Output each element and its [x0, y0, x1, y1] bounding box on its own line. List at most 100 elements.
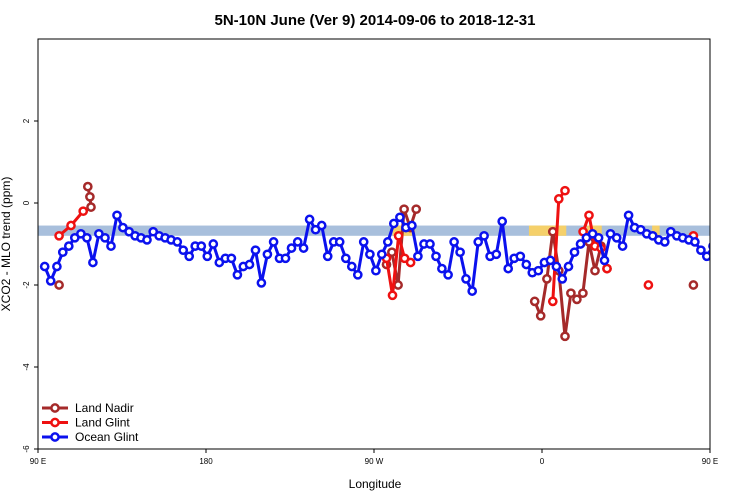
plot-area — [37, 38, 750, 450]
data-point-ocean-glint — [575, 239, 586, 249]
data-point-land-glint — [66, 220, 76, 231]
y-tick-label: -6 — [22, 445, 31, 453]
y-tick-label: 2 — [22, 118, 31, 123]
data-point-ocean-glint — [45, 276, 56, 286]
series-land-glint — [54, 185, 741, 307]
data-point-ocean-glint — [696, 245, 706, 256]
data-point-ocean-glint — [521, 259, 532, 270]
data-point-ocean-glint — [745, 255, 750, 262]
legend-label: Ocean Glint — [75, 430, 139, 444]
data-point-ocean-glint — [515, 251, 526, 262]
data-point-ocean-glint — [569, 247, 580, 258]
data-point-land-nadir — [732, 183, 739, 190]
legend-marker — [50, 403, 60, 413]
land-patch — [528, 225, 567, 236]
data-point-ocean-glint — [280, 253, 291, 264]
data-point-ocean-glint — [623, 210, 634, 221]
y-tick-label: 0 — [22, 200, 31, 205]
chart-title: 5N-10N June (Ver 9) 2014-09-06 to 2018-1… — [214, 12, 535, 29]
data-point-ocean-glint — [503, 263, 514, 274]
data-point-ocean-glint — [545, 255, 556, 266]
legend-item-land-nadir: Land Nadir — [42, 401, 134, 415]
legend-label: Land Glint — [75, 416, 130, 430]
data-point-land-nadir — [86, 202, 96, 212]
data-point-ocean-glint — [268, 237, 279, 247]
data-point-ocean-glint — [106, 241, 116, 251]
data-point-land-glint — [54, 230, 64, 241]
data-point-land-nadir — [566, 288, 576, 299]
data-point-ocean-glint — [292, 237, 303, 247]
x-axis-label: Longitude — [349, 477, 402, 491]
data-point-ocean-glint — [316, 220, 327, 231]
data-point-ocean-glint — [467, 286, 478, 296]
data-point-ocean-glint — [310, 224, 321, 235]
x-tick-label: 90 E — [30, 457, 46, 466]
data-point-ocean-glint — [112, 210, 122, 221]
data-point-ocean-glint — [371, 265, 381, 276]
data-point-ocean-glint — [250, 245, 261, 256]
data-point-land-glint — [734, 195, 741, 202]
data-point-ocean-glint — [443, 269, 453, 280]
x-tick-label: 0 — [540, 457, 545, 466]
y-tick-label: -4 — [22, 363, 31, 371]
data-point-land-nadir — [411, 204, 422, 215]
data-point-ocean-glint — [395, 212, 405, 223]
data-point-ocean-glint — [473, 237, 484, 247]
data-point-ocean-glint — [497, 216, 508, 227]
data-point-ocean-glint — [202, 251, 213, 262]
data-point-ocean-glint — [611, 232, 622, 243]
data-point-ocean-glint — [593, 232, 604, 243]
data-point-ocean-glint — [721, 253, 728, 260]
data-point-ocean-glint — [715, 243, 722, 250]
data-point-land-nadir — [85, 191, 95, 202]
data-point-land-glint — [602, 263, 612, 274]
data-point-ocean-glint — [142, 235, 152, 245]
data-point-ocean-glint — [256, 278, 267, 288]
data-point-land-glint — [553, 194, 564, 204]
legend-label: Land Nadir — [75, 401, 134, 415]
x-axis: 90 E 180 90 W 0 90 E — [30, 449, 718, 466]
data-point-ocean-glint — [178, 245, 189, 256]
data-point-land-glint — [560, 185, 570, 196]
data-point-land-nadir — [82, 181, 93, 192]
data-point-land-nadir — [735, 204, 742, 211]
data-point-ocean-glint — [346, 261, 357, 272]
data-point-ocean-glint — [727, 240, 734, 247]
data-point-land-glint — [405, 257, 416, 268]
data-point-land-nadir — [399, 204, 409, 215]
data-point-ocean-glint — [557, 274, 568, 284]
data-point-ocean-glint — [437, 263, 447, 274]
data-point-ocean-glint — [262, 249, 273, 260]
data-point-ocean-glint — [100, 232, 110, 243]
data-point-ocean-glint — [352, 269, 363, 280]
data-point-ocean-glint — [286, 243, 297, 253]
data-point-ocean-glint — [617, 241, 628, 251]
data-point-ocean-glint — [533, 265, 544, 276]
data-point-land-glint — [393, 230, 404, 241]
data-point-ocean-glint — [334, 237, 345, 247]
data-point-land-nadir — [529, 296, 540, 307]
data-point-ocean-glint — [298, 243, 309, 253]
data-point-land-nadir — [54, 280, 64, 290]
data-point-ocean-glint — [551, 261, 562, 272]
data-point-ocean-glint — [690, 237, 700, 247]
data-point-land-glint — [387, 290, 398, 301]
x-tick-label: 90 W — [365, 457, 384, 466]
data-point-land-glint — [730, 208, 737, 215]
data-point-ocean-glint — [340, 253, 351, 264]
data-point-land-nadir — [535, 310, 546, 321]
data-point-ocean-glint — [425, 239, 435, 249]
series-layer — [39, 181, 750, 342]
data-point-ocean-glint — [739, 255, 746, 262]
data-point-ocean-glint — [172, 237, 183, 247]
data-point-ocean-glint — [376, 249, 387, 260]
series-line-land-glint — [733, 199, 737, 211]
y-axis: -6 -4 -2 0 2 — [22, 118, 38, 453]
data-point-ocean-glint — [52, 261, 62, 272]
mlo-reference-band — [38, 225, 710, 236]
x-tick-label: 180 — [199, 457, 213, 466]
data-point-ocean-glint — [659, 237, 670, 247]
data-point-ocean-glint — [491, 249, 502, 260]
land-patch — [652, 225, 660, 236]
